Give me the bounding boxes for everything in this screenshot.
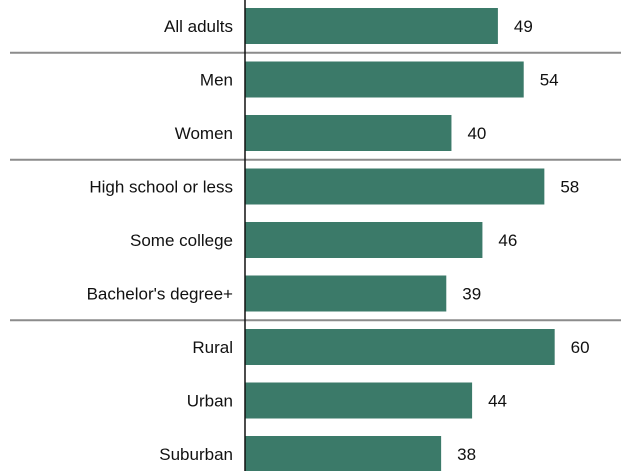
bar	[245, 382, 473, 419]
bar	[245, 8, 498, 44]
bars	[245, 8, 555, 471]
value-label: 44	[488, 392, 507, 411]
category-label: High school or less	[89, 178, 233, 197]
bar	[245, 61, 524, 98]
category-label: Urban	[187, 392, 233, 411]
category-labels: All adults Men Women High school or less Som…	[87, 17, 233, 464]
bar	[245, 168, 545, 205]
value-label: 40	[467, 124, 486, 143]
bar	[245, 115, 452, 151]
category-label: Women	[175, 124, 233, 143]
category-label: Suburban	[159, 445, 233, 464]
bar	[245, 275, 447, 312]
value-label: 49	[514, 17, 533, 36]
bar	[245, 222, 483, 258]
bar	[245, 436, 442, 471]
group-separators	[10, 51, 621, 322]
value-label: 58	[560, 178, 579, 197]
value-label: 46	[498, 231, 517, 250]
category-label: Rural	[192, 338, 233, 357]
value-labels: 49 54 40 58 46 39 60 44 38	[457, 17, 589, 464]
category-label: Some college	[130, 231, 233, 250]
value-label: 39	[462, 285, 481, 304]
category-label: Bachelor's degree+	[87, 285, 233, 304]
value-label: 60	[571, 338, 590, 357]
category-label: All adults	[164, 17, 233, 36]
value-label: 38	[457, 445, 476, 464]
category-label: Men	[200, 71, 233, 90]
value-label: 54	[540, 71, 559, 90]
bar	[245, 329, 555, 365]
